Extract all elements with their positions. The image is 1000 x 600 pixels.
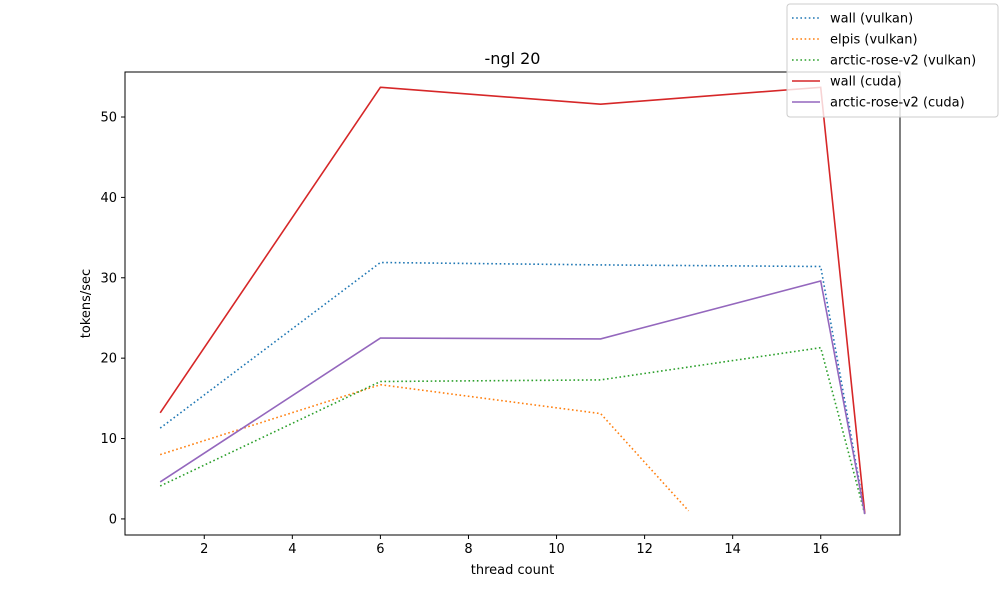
x-tick-label: 16 [812, 542, 829, 557]
legend-label: wall (cuda) [830, 75, 902, 90]
x-axis-ticks: 2 4 6 8 10 12 14 16 [200, 535, 829, 557]
x-tick-label: 4 [288, 542, 296, 557]
x-tick-label: 10 [548, 542, 565, 557]
series-line-4 [159, 280, 866, 515]
series-line-1 [159, 383, 690, 512]
y-tick-label: 10 [100, 432, 117, 447]
legend-label: arctic-rose-v2 (cuda) [830, 96, 965, 111]
legend: wall (vulkan) elpis (vulkan) arctic-rose-v… [786, 3, 999, 118]
series-line-0 [159, 261, 866, 513]
x-axis-label: thread count [471, 563, 554, 578]
chart-title: -ngl 20 [485, 49, 541, 68]
series-line-3 [159, 86, 866, 514]
y-axis-label: tokens/sec [79, 269, 94, 338]
x-tick-label: 12 [636, 542, 653, 557]
x-tick-label: 6 [376, 542, 384, 557]
legend-label: arctic-rose-v2 (vulkan) [830, 54, 976, 69]
x-tick-label: 14 [724, 542, 741, 557]
y-tick-label: 0 [109, 512, 117, 527]
x-tick-label: 2 [200, 542, 208, 557]
x-tick-label: 8 [464, 542, 472, 557]
series-line-2 [159, 346, 866, 515]
legend-label: elpis (vulkan) [830, 33, 918, 48]
y-axis-ticks: 0 10 20 30 40 50 [100, 111, 125, 527]
y-tick-label: 30 [100, 271, 117, 286]
legend-box [786, 3, 999, 118]
y-tick-label: 40 [100, 191, 117, 206]
series-layer [159, 86, 866, 515]
y-tick-label: 50 [100, 111, 117, 126]
plot-area-frame [124, 71, 901, 536]
legend-label: wall (vulkan) [830, 12, 913, 27]
y-tick-label: 20 [100, 352, 117, 367]
